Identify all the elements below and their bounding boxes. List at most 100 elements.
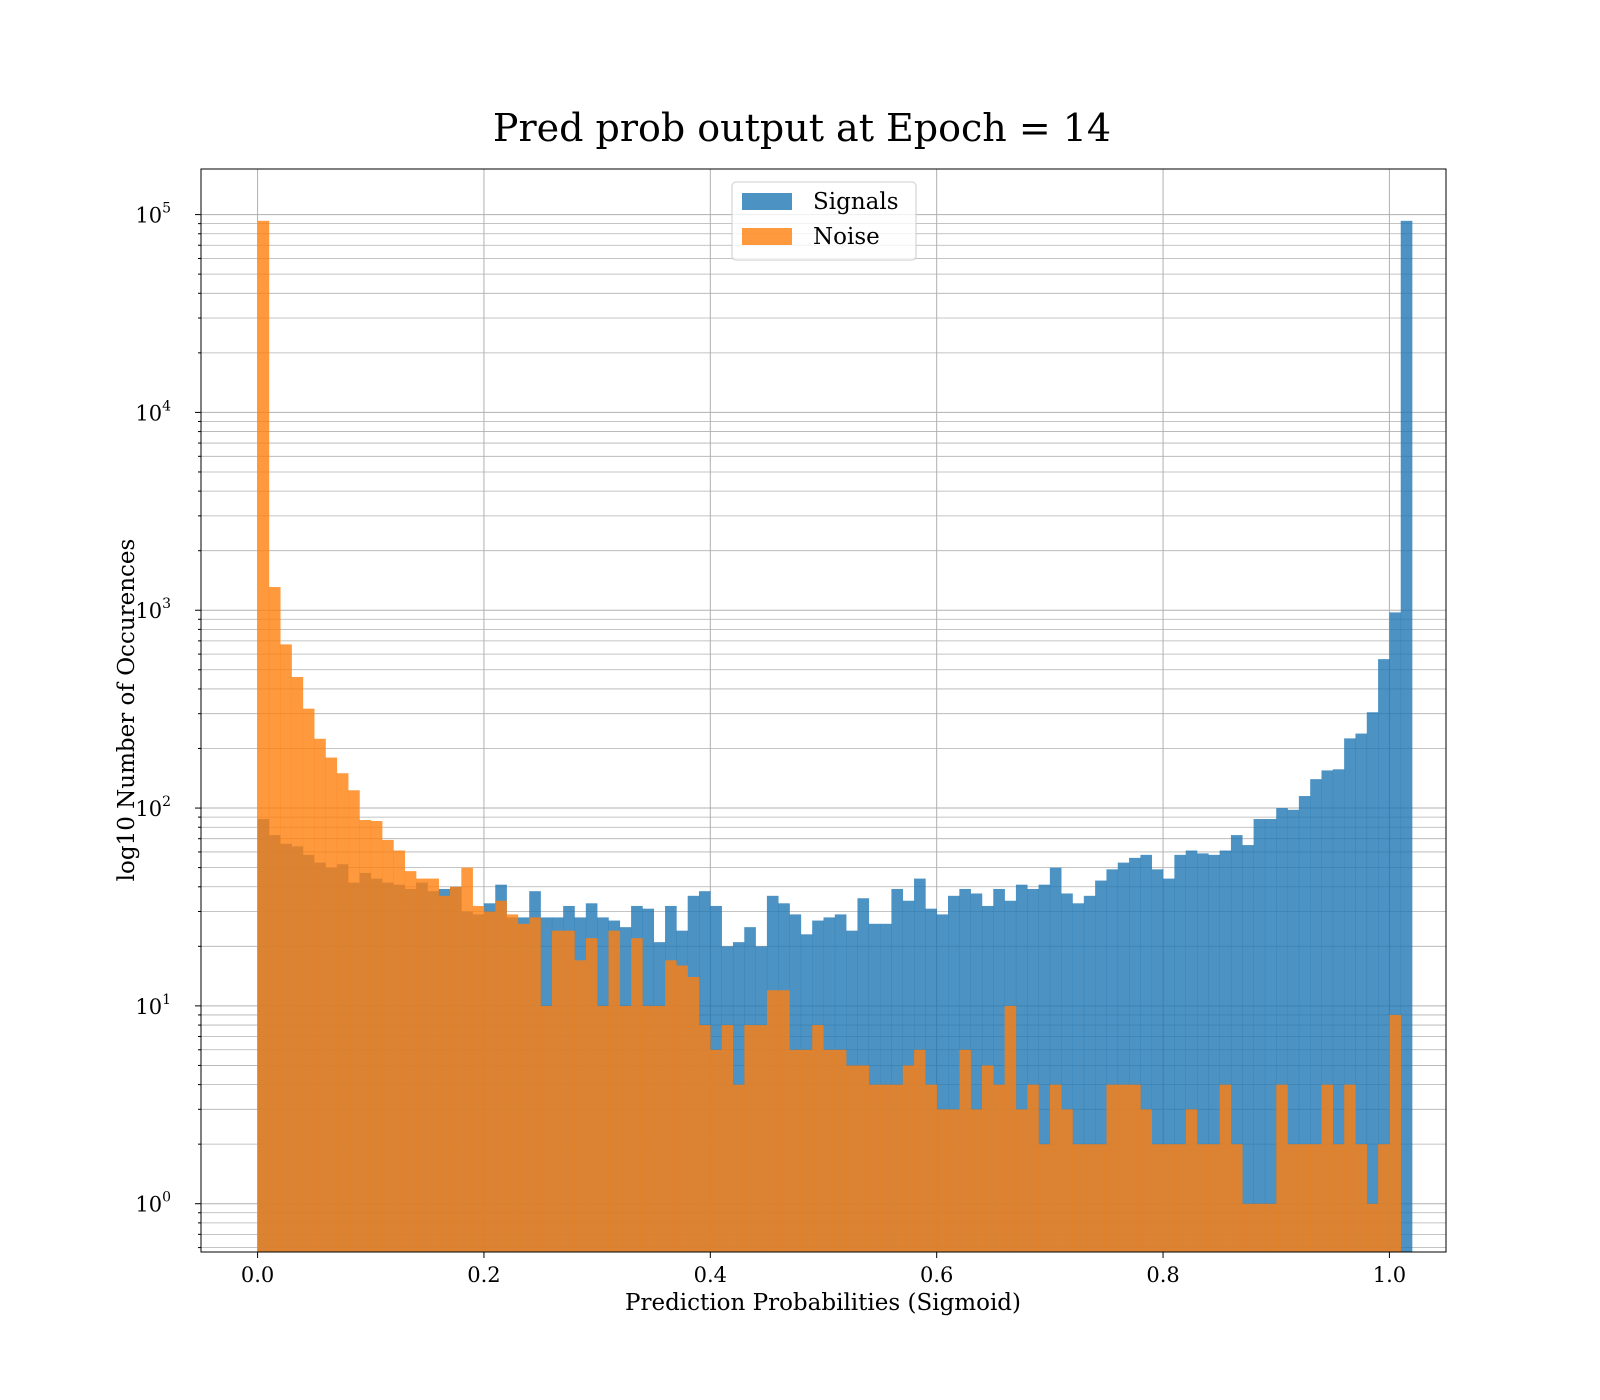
bar-noise	[336, 773, 349, 1252]
bar-noise	[1083, 1144, 1096, 1252]
bar-noise	[891, 1084, 904, 1252]
bar-noise	[268, 587, 281, 1252]
bar-noise	[1230, 1144, 1243, 1252]
bar-noise	[1253, 1203, 1266, 1252]
y-tick-label: 104	[135, 398, 171, 425]
bar-signals	[1276, 808, 1288, 1252]
bar-noise	[325, 757, 338, 1252]
bar-noise	[1185, 1109, 1198, 1252]
bar-noise	[1072, 1144, 1085, 1252]
bar-signals	[1095, 880, 1107, 1252]
bar-noise	[506, 914, 519, 1252]
bar-signals	[1163, 878, 1175, 1252]
bar-noise	[257, 220, 270, 1253]
bar-noise	[732, 1084, 745, 1252]
bar-noise	[812, 1025, 824, 1252]
plot-frame	[200, 168, 1447, 1253]
bar-noise	[665, 960, 677, 1252]
x-tick-label: 0.6	[920, 1263, 953, 1287]
bar-noise	[1355, 1144, 1368, 1252]
bar-noise	[857, 1065, 870, 1252]
y-tick-label: 100	[135, 1190, 171, 1217]
bar-noise	[1264, 1203, 1277, 1252]
y-tick-label: 102	[135, 794, 171, 821]
bar-noise	[585, 938, 598, 1252]
bar-noise	[1287, 1144, 1300, 1252]
bar-noise	[1366, 1203, 1379, 1252]
bar-noise	[450, 886, 462, 1252]
bar-noise	[1344, 1084, 1356, 1252]
y-tick-label: 105	[135, 201, 171, 228]
bar-noise	[461, 867, 473, 1252]
bar-signals	[1287, 809, 1300, 1252]
bar-noise	[925, 1084, 937, 1252]
bar-signals	[1230, 835, 1243, 1252]
bar-signals	[1253, 819, 1266, 1252]
bar-noise	[744, 1025, 756, 1252]
bar-noise	[1061, 1109, 1073, 1252]
bar-noise	[766, 990, 779, 1252]
bar-noise	[1140, 1109, 1153, 1252]
bar-noise	[823, 1049, 836, 1252]
bar-signals	[1400, 220, 1413, 1253]
bar-noise	[778, 990, 790, 1252]
bar-noise	[1129, 1084, 1141, 1252]
bar-signals	[1389, 612, 1402, 1252]
bar-noise	[291, 676, 304, 1252]
bar-noise	[597, 1005, 609, 1252]
bar-noise	[676, 965, 688, 1252]
bar-noise	[1106, 1084, 1119, 1252]
bar-signals	[1072, 903, 1085, 1252]
bar-signals	[1174, 854, 1186, 1252]
bar-noise	[880, 1084, 892, 1252]
bar-noise	[1298, 1144, 1311, 1252]
legend-swatch-noise	[742, 228, 792, 245]
bar-signals	[936, 914, 949, 1252]
bar-signals	[1321, 770, 1334, 1252]
bar-noise	[1049, 1084, 1062, 1252]
bar-noise	[495, 900, 507, 1252]
bar-noise	[1321, 1084, 1334, 1252]
bar-signals	[1117, 862, 1130, 1252]
bar-noise	[608, 930, 621, 1252]
bar-signals	[948, 895, 960, 1252]
bar-noise	[427, 878, 439, 1252]
bar-noise	[1219, 1084, 1232, 1252]
bar-signals	[1106, 869, 1119, 1252]
bar-signals	[1366, 712, 1379, 1252]
bar-noise	[393, 850, 406, 1252]
bar-noise	[404, 871, 417, 1252]
bar-signals	[993, 888, 1005, 1252]
bar-noise	[551, 930, 564, 1252]
bar-noise	[959, 1049, 971, 1252]
histogram-bars	[257, 220, 1413, 1253]
bar-signals	[1242, 845, 1254, 1252]
bar-noise	[936, 1109, 949, 1252]
bar-signals	[1038, 884, 1051, 1252]
bar-noise	[1151, 1144, 1164, 1252]
x-axis-label: Prediction Probabilities (Sigmoid)	[625, 1290, 1021, 1316]
bar-signals	[1264, 819, 1277, 1252]
bar-noise	[687, 976, 700, 1252]
bar-noise	[710, 1049, 722, 1252]
bar-signals	[1355, 733, 1368, 1252]
bar-signals	[1197, 853, 1209, 1252]
legend-label-noise: Noise	[813, 224, 880, 250]
bar-signals	[1140, 854, 1153, 1252]
bar-noise	[574, 960, 587, 1252]
bar-signals	[1310, 779, 1322, 1252]
bar-noise	[1310, 1144, 1322, 1252]
legend-label-signals: Signals	[813, 189, 899, 215]
x-tick-label: 0.0	[241, 1263, 274, 1287]
bar-signals	[925, 908, 937, 1252]
bar-noise	[302, 708, 315, 1252]
x-tick-label: 1.0	[1373, 1263, 1406, 1287]
bar-signals	[1049, 867, 1062, 1252]
bar-noise	[631, 938, 643, 1252]
bar-noise	[789, 1049, 802, 1252]
bar-noise	[483, 911, 496, 1252]
x-tick-label: 0.2	[467, 1263, 500, 1287]
bar-noise	[382, 839, 394, 1252]
bar-signals	[1027, 888, 1039, 1252]
